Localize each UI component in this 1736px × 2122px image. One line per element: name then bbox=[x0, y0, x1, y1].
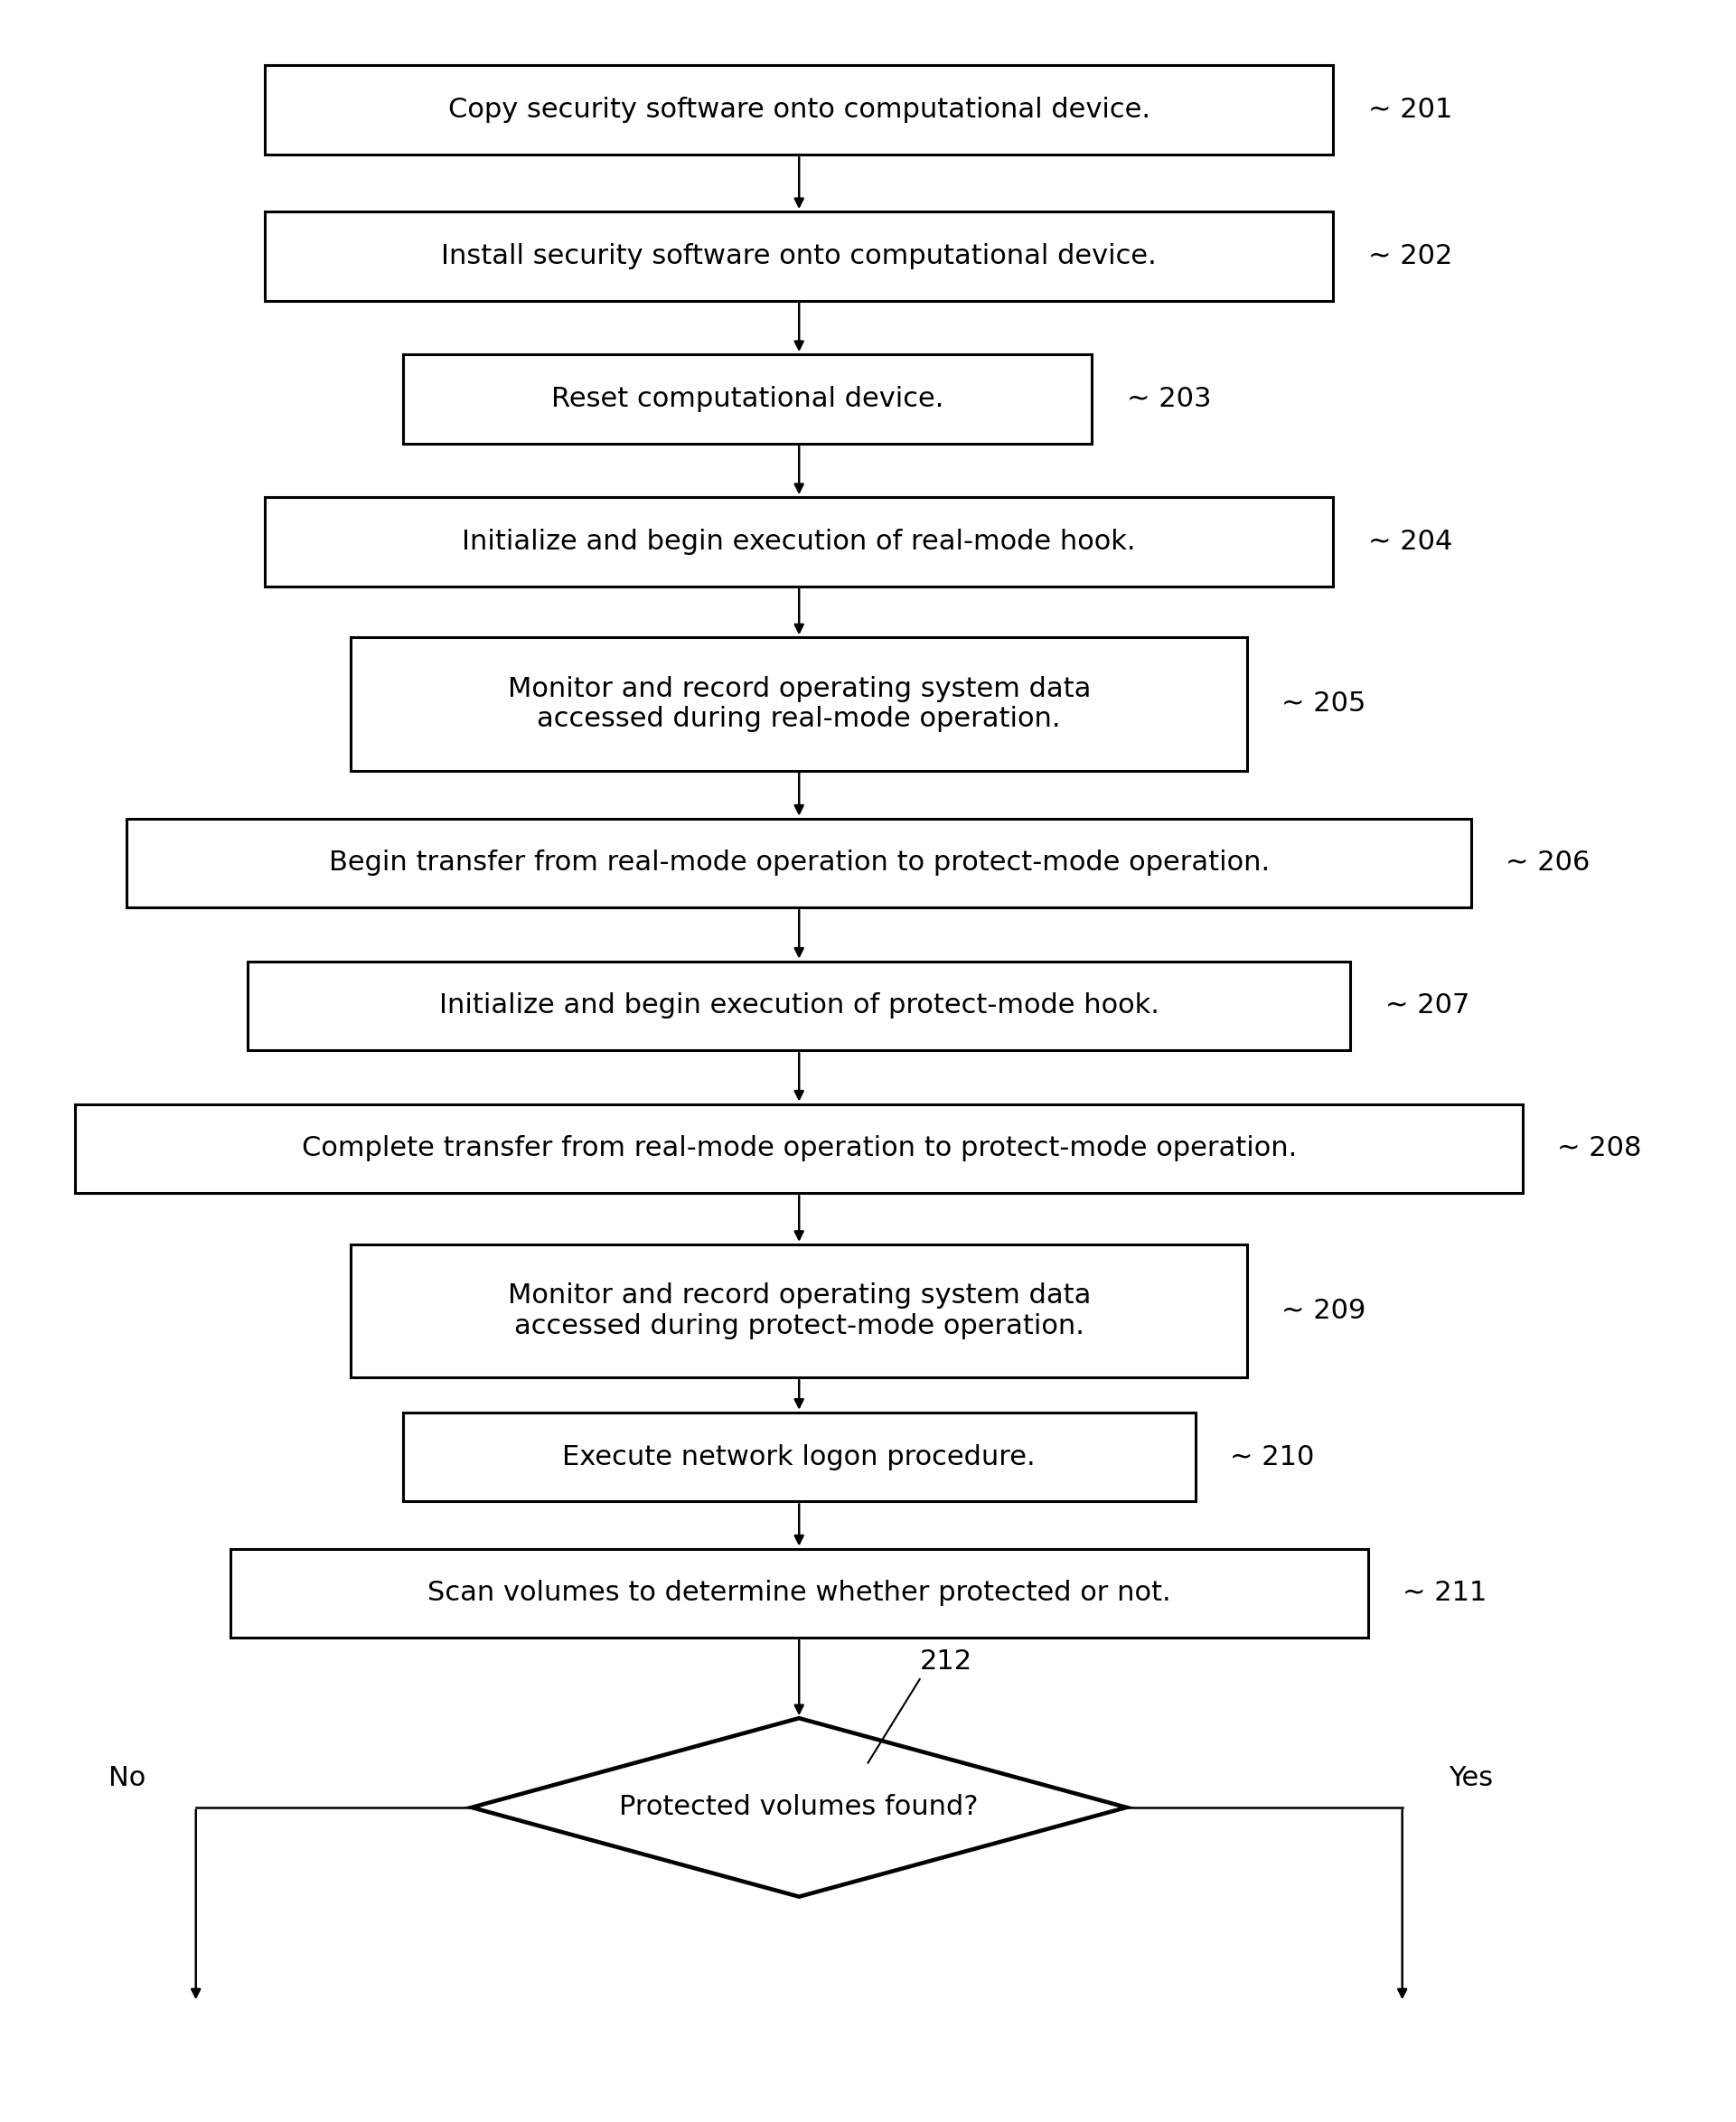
Text: Copy security software onto computational device.: Copy security software onto computationa… bbox=[448, 98, 1151, 123]
Text: Reset computational device.: Reset computational device. bbox=[550, 386, 944, 412]
Text: ∼ 209: ∼ 209 bbox=[1281, 1299, 1366, 1324]
FancyBboxPatch shape bbox=[266, 212, 1333, 301]
FancyBboxPatch shape bbox=[266, 66, 1333, 155]
Text: Complete transfer from real-mode operation to protect-mode operation.: Complete transfer from real-mode operati… bbox=[302, 1135, 1297, 1161]
Text: Install security software onto computational device.: Install security software onto computati… bbox=[441, 244, 1156, 269]
Text: ∼ 202: ∼ 202 bbox=[1368, 244, 1453, 269]
Text: ∼ 206: ∼ 206 bbox=[1505, 851, 1590, 876]
Text: ∼ 203: ∼ 203 bbox=[1127, 386, 1212, 412]
FancyBboxPatch shape bbox=[75, 1103, 1522, 1193]
Text: Initialize and begin execution of protect-mode hook.: Initialize and begin execution of protec… bbox=[439, 993, 1160, 1019]
FancyBboxPatch shape bbox=[231, 1549, 1368, 1638]
Text: ∼ 208: ∼ 208 bbox=[1557, 1135, 1642, 1161]
Text: Execute network logon procedure.: Execute network logon procedure. bbox=[562, 1443, 1036, 1471]
Text: ∼ 201: ∼ 201 bbox=[1368, 98, 1453, 123]
Text: Begin transfer from real-mode operation to protect-mode operation.: Begin transfer from real-mode operation … bbox=[328, 851, 1269, 876]
FancyBboxPatch shape bbox=[127, 819, 1470, 908]
Text: ∼ 211: ∼ 211 bbox=[1403, 1581, 1486, 1606]
FancyBboxPatch shape bbox=[351, 1243, 1246, 1377]
Text: ∼ 207: ∼ 207 bbox=[1385, 993, 1469, 1019]
Text: ∼ 210: ∼ 210 bbox=[1229, 1443, 1314, 1471]
Text: Protected volumes found?: Protected volumes found? bbox=[620, 1795, 979, 1821]
Text: ∼ 204: ∼ 204 bbox=[1368, 528, 1453, 554]
Text: No: No bbox=[108, 1766, 146, 1791]
Text: 212: 212 bbox=[920, 1649, 972, 1674]
FancyBboxPatch shape bbox=[403, 1413, 1196, 1502]
Text: Yes: Yes bbox=[1450, 1766, 1493, 1791]
FancyBboxPatch shape bbox=[248, 961, 1351, 1050]
Text: Monitor and record operating system data
accessed during real-mode operation.: Monitor and record operating system data… bbox=[507, 675, 1090, 732]
Text: Scan volumes to determine whether protected or not.: Scan volumes to determine whether protec… bbox=[427, 1581, 1170, 1606]
FancyBboxPatch shape bbox=[403, 354, 1092, 443]
Text: ∼ 205: ∼ 205 bbox=[1281, 692, 1366, 717]
Text: Monitor and record operating system data
accessed during protect-mode operation.: Monitor and record operating system data… bbox=[507, 1282, 1090, 1339]
FancyBboxPatch shape bbox=[266, 497, 1333, 586]
Polygon shape bbox=[472, 1719, 1127, 1897]
Text: Initialize and begin execution of real-mode hook.: Initialize and begin execution of real-m… bbox=[462, 528, 1135, 554]
FancyBboxPatch shape bbox=[351, 637, 1246, 770]
